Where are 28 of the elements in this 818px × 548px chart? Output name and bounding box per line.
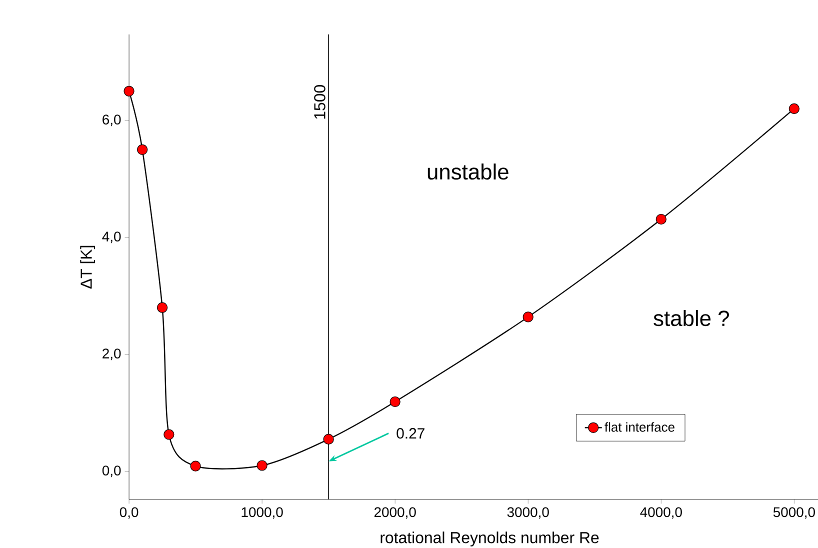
point xyxy=(390,396,400,408)
x-tick-label: 2000,0 xyxy=(374,507,416,519)
x-axis-title: rotational Reynolds number Re xyxy=(380,532,599,546)
annotation: stable ? xyxy=(654,310,729,326)
point xyxy=(190,460,201,472)
point xyxy=(323,434,334,444)
y-axis-title: ΔT [K] xyxy=(80,246,96,289)
legend-label: flat interface xyxy=(604,422,674,432)
x-tick-label: 3000,0 xyxy=(507,507,549,519)
point xyxy=(124,86,134,96)
annotation: unstable xyxy=(428,164,508,180)
point xyxy=(522,312,534,322)
y-tick-label: 0,0 xyxy=(102,466,121,478)
x-tick-label: 0,0 xyxy=(120,507,138,519)
x-tick-label: 1000,0 xyxy=(242,507,283,519)
point xyxy=(157,302,168,313)
ref-line-label: 1500 xyxy=(314,85,326,119)
point xyxy=(164,429,174,440)
point xyxy=(656,214,666,225)
y-tick-label: 2,0 xyxy=(102,348,121,360)
y-tick-label: 6,0 xyxy=(102,114,121,126)
x-tick-label: 5000,0 xyxy=(773,507,815,519)
x-tick-label: 4000,0 xyxy=(640,507,682,519)
point xyxy=(788,103,800,114)
point xyxy=(137,144,148,155)
y-tick-label: 4,0 xyxy=(102,232,121,244)
point xyxy=(256,460,268,471)
annotation: 0.27 xyxy=(396,428,424,439)
